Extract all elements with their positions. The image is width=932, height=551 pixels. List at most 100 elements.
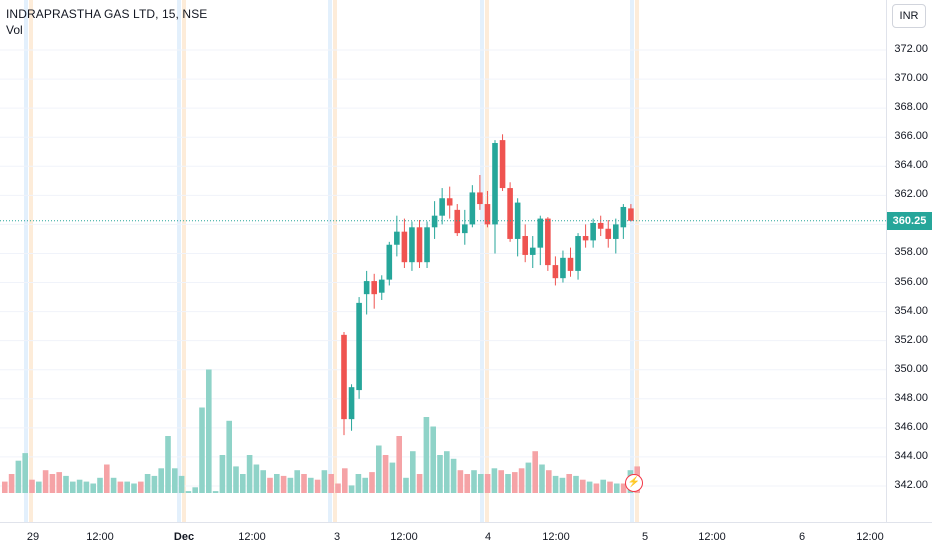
volume-bar xyxy=(274,474,280,493)
candle-body xyxy=(484,204,491,225)
session-band xyxy=(177,0,181,522)
candlestick-chart[interactable] xyxy=(0,0,886,522)
volume-bar xyxy=(498,470,504,493)
price-axis[interactable]: 372.00 370.00 368.00 366.00 364.00 362.00 360.… xyxy=(886,0,932,522)
candle-body xyxy=(529,247,536,255)
price-tick-label: 368.00 xyxy=(894,101,928,114)
volume-bar xyxy=(8,474,15,493)
time-tick-label: 29 xyxy=(26,531,40,543)
volume-bar xyxy=(512,472,518,493)
time-axis[interactable]: 29 12:00 Dec 12:00 3 12:00 4 12:00 5 12:00 6 12:00 xyxy=(0,522,932,551)
volume-bar xyxy=(614,483,620,493)
volume-bar xyxy=(49,474,56,493)
session-band xyxy=(485,0,489,522)
time-tick-label: 3 xyxy=(333,531,341,543)
volume-bar xyxy=(600,479,606,493)
volume-bar xyxy=(518,468,525,493)
volume-bar xyxy=(131,483,137,493)
volume-bar xyxy=(464,474,470,493)
session-band xyxy=(635,0,639,522)
symbol-title[interactable]: INDRAPRASTHA GAS LTD, 15, NSE xyxy=(6,7,208,21)
volume-bar xyxy=(348,485,355,493)
volume-bar xyxy=(430,426,436,493)
session-band xyxy=(29,0,33,522)
price-tick-label: 366.00 xyxy=(894,130,928,143)
price-tick-label: 348.00 xyxy=(894,391,928,404)
volume-bar xyxy=(110,477,117,493)
candle-body xyxy=(499,140,506,189)
volume-bar xyxy=(260,470,266,493)
price-tick-label: 370.00 xyxy=(894,72,928,85)
price-tick-label: 356.00 xyxy=(894,275,928,288)
candle-body xyxy=(514,202,521,239)
volume-bar xyxy=(369,472,375,493)
candle-body xyxy=(401,231,408,263)
volume-bar xyxy=(471,470,477,493)
volume-bar xyxy=(287,477,294,493)
volume-bar xyxy=(566,474,572,493)
candle-body xyxy=(477,192,483,205)
session-band xyxy=(630,0,634,522)
volume-bar xyxy=(580,479,586,493)
lightning-icon[interactable]: ⚡ xyxy=(625,474,643,492)
volume-bar xyxy=(90,483,96,493)
currency-button[interactable]: INR xyxy=(892,4,926,28)
candle-body xyxy=(446,198,453,206)
volume-bar xyxy=(342,468,348,493)
session-band xyxy=(333,0,337,522)
candle-body xyxy=(416,227,423,263)
volume-bar xyxy=(117,481,124,493)
candle-body xyxy=(439,198,445,216)
price-tick-label: 350.00 xyxy=(894,362,928,375)
chart-pane[interactable]: INDRAPRASTHA GAS LTD, 15, NSE Vol ⚡ xyxy=(0,0,886,522)
volume-bar xyxy=(138,481,144,493)
volume-bar xyxy=(396,436,402,493)
volume-bar xyxy=(22,453,28,493)
volume-bar xyxy=(532,451,538,493)
volume-bar xyxy=(423,417,430,493)
price-tick-label: 346.00 xyxy=(894,420,928,433)
price-tick-label: 364.00 xyxy=(894,159,928,172)
candle-body xyxy=(492,143,498,225)
volume-bar xyxy=(76,479,83,493)
candle-body xyxy=(469,192,476,225)
volume-bar xyxy=(294,470,300,493)
volume-bar xyxy=(199,407,205,493)
volume-bar xyxy=(484,474,491,493)
candle-body xyxy=(560,257,566,279)
volume-label[interactable]: Vol xyxy=(6,23,23,37)
volume-bar xyxy=(593,483,600,493)
volume-bar xyxy=(416,474,423,493)
volume-bar xyxy=(206,369,212,493)
volume-bar xyxy=(450,458,457,493)
volume-bar xyxy=(280,475,287,493)
time-tick-label: 12:00 xyxy=(86,531,114,543)
volume-bar xyxy=(172,468,178,493)
candle-body xyxy=(394,231,400,245)
volume-bar xyxy=(301,474,307,493)
volume-bar xyxy=(505,474,511,493)
volume-bar xyxy=(267,477,273,493)
volume-bar xyxy=(158,468,164,493)
candle-body xyxy=(378,279,385,293)
volume-bar xyxy=(42,470,49,493)
candle-body xyxy=(567,257,574,271)
price-tick-label: 342.00 xyxy=(894,479,928,491)
price-tick-label: 344.00 xyxy=(894,449,928,462)
price-tick-label: 358.00 xyxy=(894,246,928,259)
candle-body xyxy=(620,206,627,228)
time-tick-label: 4 xyxy=(484,531,492,543)
time-tick-label: Dec xyxy=(173,531,195,543)
volume-bar xyxy=(104,464,110,493)
volume-bar xyxy=(586,481,593,493)
volume-bar xyxy=(308,477,314,493)
price-tick-label: 372.00 xyxy=(894,43,928,55)
volume-bar xyxy=(151,475,158,493)
candle-body xyxy=(454,209,461,234)
time-tick-label: 12:00 xyxy=(698,531,726,543)
volume-bar xyxy=(246,455,253,493)
volume-bar xyxy=(410,451,416,493)
time-tick-label: 12:00 xyxy=(856,531,884,543)
last-price-label: 360.25 xyxy=(887,212,932,230)
volume-bar xyxy=(389,462,396,493)
